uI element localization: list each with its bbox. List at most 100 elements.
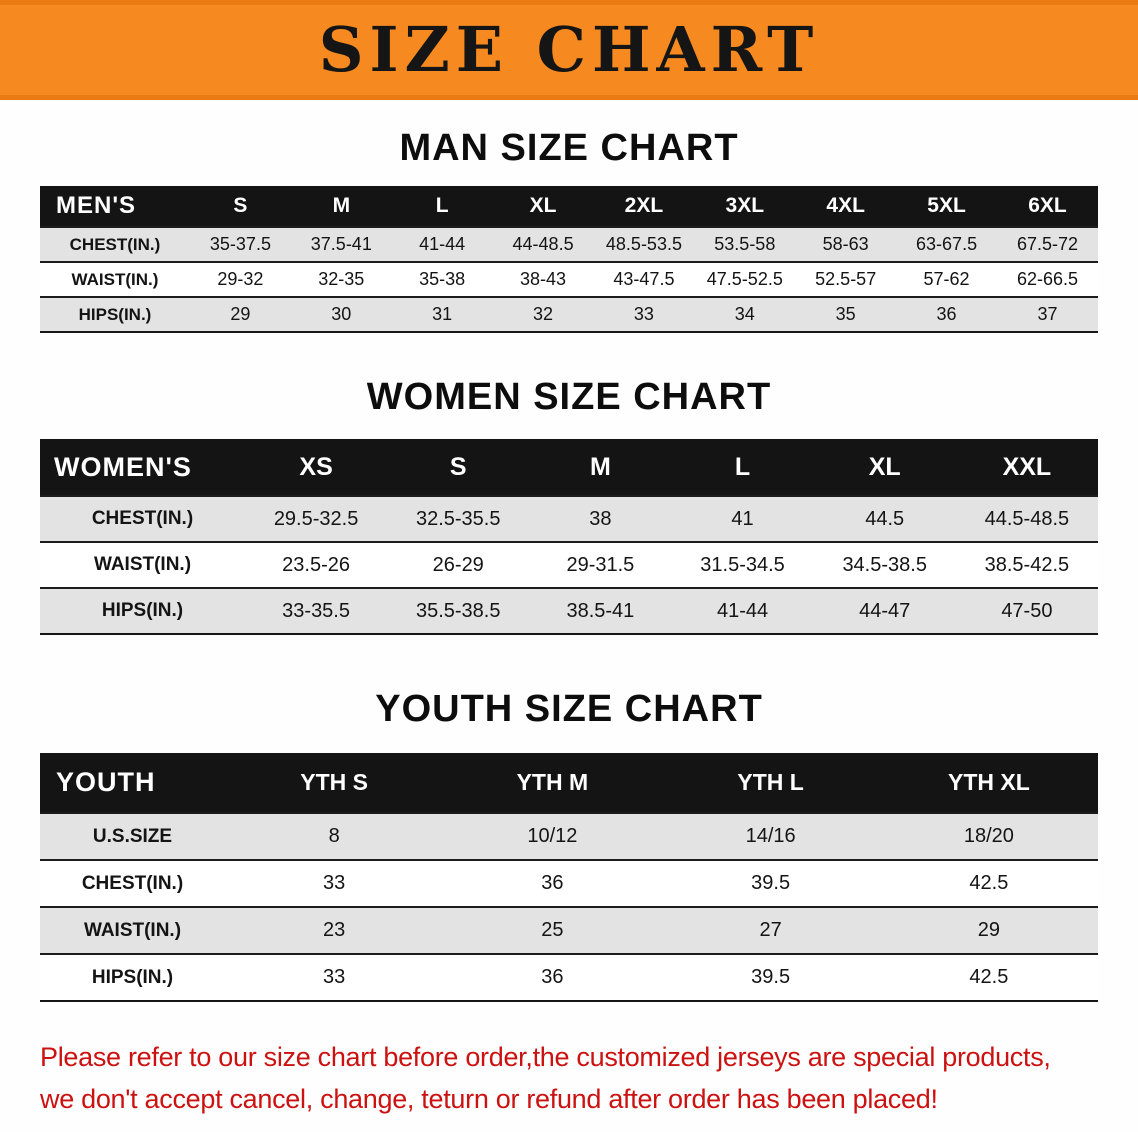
- value-cell: 38-43: [492, 261, 594, 297]
- size-column-header: 5XL: [927, 194, 966, 217]
- measurement-row: WAIST(IN.) 23.5-26 26-29 29-31.5 31.5-34.5 34…: [40, 541, 1098, 588]
- row-label-cell: WAIST(IN.): [40, 261, 190, 297]
- measurement-row: CHEST(IN.) 29.5-32.5 32.5-35.5 38 41 44.5 44.5…: [40, 495, 1098, 542]
- measurement-row: WAIST(IN.) 29-32 32-35 35-38 38-43 43-47.5 47.…: [40, 261, 1098, 297]
- value-cell: 33: [225, 859, 444, 907]
- value-cell: 42.5: [879, 953, 1098, 1001]
- row-label-cell: HIPS(IN.): [40, 296, 190, 332]
- size-column-header: S: [233, 194, 248, 217]
- table-header-row: WOMEN'S XS S M L XL XXL: [40, 439, 1098, 496]
- row-label-cell: WAIST(IN.): [40, 906, 225, 954]
- size-column-header: XL: [529, 194, 557, 217]
- row-label-cell: U.S.SIZE: [40, 812, 225, 860]
- value-cell: 33-35.5: [245, 587, 388, 634]
- value-cell: 48.5-53.5: [593, 226, 695, 262]
- measurement-row: U.S.SIZE 8 10/12 14/16 18/20: [40, 812, 1098, 860]
- value-cell: 33: [593, 296, 695, 332]
- size-column-header: L: [734, 452, 751, 481]
- measurement-row: CHEST(IN.) 35-37.5 37.5-41 41-44 44-48.5 48.5…: [40, 226, 1098, 262]
- value-cell: 35: [795, 296, 897, 332]
- disclaimer-line-1: Please refer to our size chart before or…: [40, 1042, 1051, 1072]
- value-cell: 52.5-57: [795, 261, 897, 297]
- size-column-header: L: [435, 194, 449, 217]
- value-cell: 34.5-38.5: [813, 541, 956, 588]
- value-cell: 63-67.5: [896, 226, 997, 262]
- value-cell: 62-66.5: [997, 261, 1098, 297]
- value-cell: 26-29: [387, 541, 530, 588]
- size-column-header: S: [449, 452, 467, 481]
- men-size-table: MEN'S S M L XL 2XL 3XL 4XL 5XL 6XL CHEST(IN.) 35-37…: [40, 186, 1098, 333]
- disclaimer-note: Please refer to our size chart before or…: [40, 1036, 1138, 1120]
- value-cell: 14/16: [661, 812, 880, 860]
- value-cell: 44-48.5: [492, 226, 594, 262]
- men-section-heading: MAN SIZE CHART: [399, 127, 739, 169]
- value-cell: 38.5-41: [529, 587, 672, 634]
- table-title-cell: MEN'S: [56, 192, 137, 219]
- women-size-table: WOMEN'S XS S M L XL XXL CHEST(IN.) 29.5-32.5 32.5…: [40, 439, 1098, 635]
- youth-size-table: YOUTH YTH S YTH M YTH L YTH XL U.S.SIZE 8 10/12…: [40, 753, 1098, 1002]
- value-cell: 29-32: [190, 261, 291, 297]
- table-header-row: YOUTH YTH S YTH M YTH L YTH XL: [40, 753, 1098, 813]
- value-cell: 41: [671, 495, 814, 542]
- value-cell: 41-44: [391, 226, 493, 262]
- size-column-header: 2XL: [624, 194, 664, 217]
- size-column-header: YTH M: [516, 769, 589, 795]
- value-cell: 29-31.5: [529, 541, 672, 588]
- value-cell: 57-62: [896, 261, 997, 297]
- value-cell: 41-44: [671, 587, 814, 634]
- value-cell: 38.5-42.5: [955, 541, 1098, 588]
- size-column-header: M: [332, 194, 351, 217]
- size-column-header: 3XL: [725, 194, 765, 217]
- size-column-header: YTH L: [737, 769, 804, 795]
- value-cell: 18/20: [879, 812, 1098, 860]
- value-cell: 36: [443, 859, 662, 907]
- men-section: MAN SIZE CHART MEN'S S M L XL 2XL 3XL 4XL 5XL 6XL…: [0, 126, 1138, 333]
- value-cell: 30: [290, 296, 392, 332]
- value-cell: 36: [896, 296, 997, 332]
- size-column-header: YTH XL: [947, 769, 1030, 795]
- value-cell: 44-47: [813, 587, 956, 634]
- value-cell: 10/12: [443, 812, 662, 860]
- value-cell: 32: [492, 296, 594, 332]
- value-cell: 38: [529, 495, 672, 542]
- value-cell: 36: [443, 953, 662, 1001]
- size-column-header: XXL: [1002, 452, 1052, 481]
- value-cell: 67.5-72: [997, 226, 1098, 262]
- value-cell: 29.5-32.5: [245, 495, 388, 542]
- size-column-header: 4XL: [826, 194, 865, 217]
- row-label-cell: CHEST(IN.): [40, 226, 190, 262]
- row-label-cell: HIPS(IN.): [40, 587, 245, 634]
- value-cell: 35-38: [391, 261, 493, 297]
- size-column-header: XS: [299, 452, 333, 481]
- value-cell: 27: [661, 906, 880, 954]
- youth-section-heading: YOUTH SIZE CHART: [375, 688, 763, 730]
- measurement-row: CHEST(IN.) 33 36 39.5 42.5: [40, 859, 1098, 907]
- women-section: WOMEN SIZE CHART WOMEN'S XS S M L XL XXL CHEST(…: [0, 375, 1138, 635]
- value-cell: 44.5-48.5: [955, 495, 1098, 542]
- value-cell: 37: [997, 296, 1098, 332]
- size-column-header: M: [589, 452, 611, 481]
- row-label-cell: HIPS(IN.): [40, 953, 225, 1001]
- value-cell: 29: [879, 906, 1098, 954]
- value-cell: 43-47.5: [593, 261, 695, 297]
- value-cell: 23.5-26: [245, 541, 388, 588]
- table-title-cell: YOUTH: [56, 767, 156, 797]
- value-cell: 44.5: [813, 495, 956, 542]
- value-cell: 33: [225, 953, 444, 1001]
- value-cell: 32-35: [290, 261, 392, 297]
- value-cell: 31: [391, 296, 493, 332]
- table-header-row: MEN'S S M L XL 2XL 3XL 4XL 5XL 6XL: [40, 186, 1098, 227]
- value-cell: 25: [443, 906, 662, 954]
- row-label-cell: CHEST(IN.): [40, 859, 225, 907]
- disclaimer-line-2: we don't accept cancel, change, teturn o…: [40, 1084, 938, 1114]
- value-cell: 35.5-38.5: [387, 587, 530, 634]
- value-cell: 23: [225, 906, 444, 954]
- page-title: SIZE CHART: [318, 13, 820, 86]
- women-section-heading: WOMEN SIZE CHART: [366, 376, 772, 418]
- value-cell: 8: [225, 812, 444, 860]
- table-title-cell: WOMEN'S: [54, 451, 192, 482]
- value-cell: 34: [694, 296, 796, 332]
- value-cell: 35-37.5: [190, 226, 291, 262]
- value-cell: 47.5-52.5: [694, 261, 796, 297]
